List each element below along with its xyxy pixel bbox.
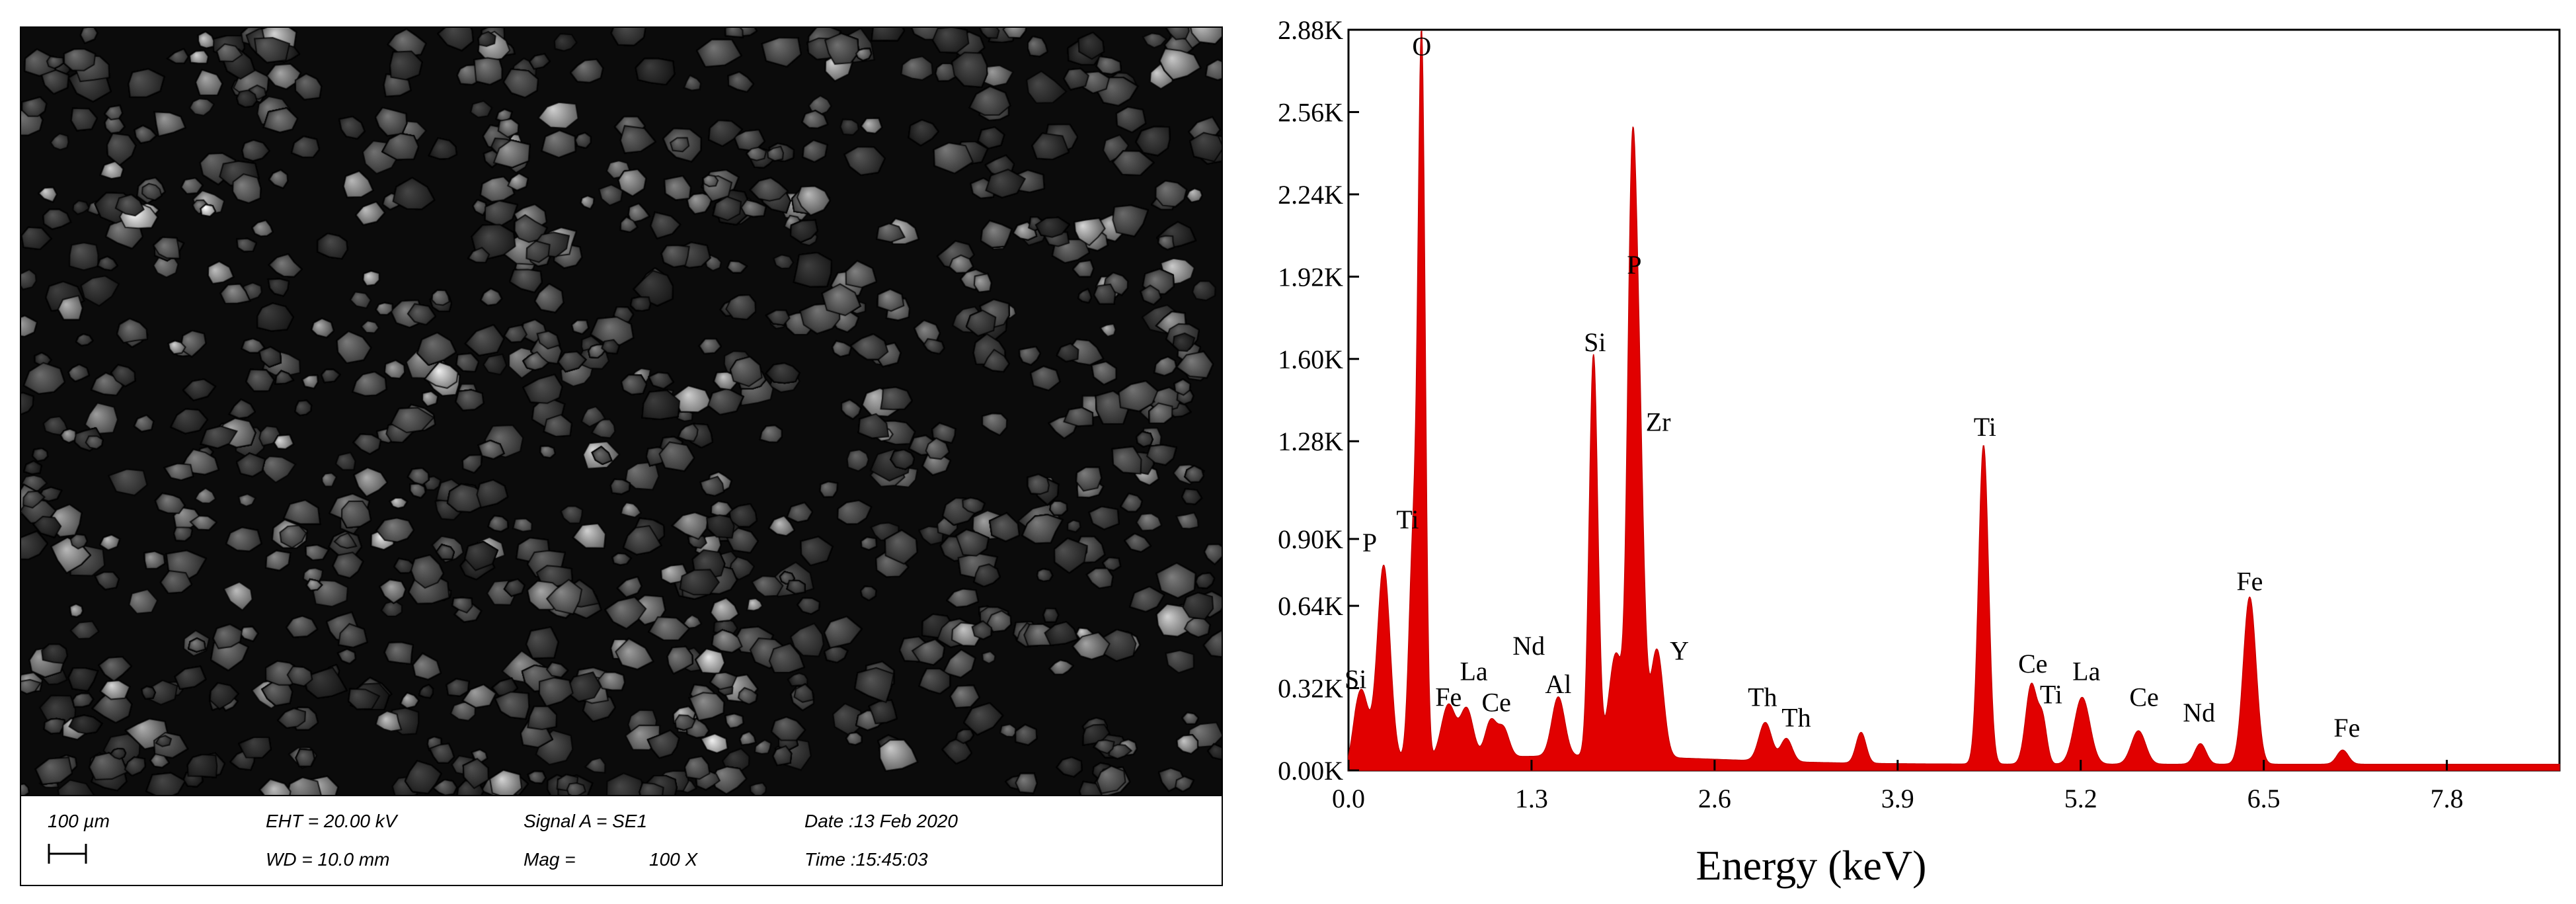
- y-tick-label: 0.90K: [1278, 524, 1343, 554]
- peak-label-ti: Ti: [1974, 412, 1996, 442]
- peak-label-fe: Fe: [2236, 567, 2263, 596]
- peak-label-ti: Ti: [2040, 680, 2062, 710]
- wd-label: WD = 10.0 mm: [266, 849, 390, 870]
- peak-label-th: Th: [1748, 682, 1777, 712]
- sem-micrograph-image: [21, 28, 1222, 795]
- peak-label-si: Si: [1584, 327, 1606, 357]
- peak-label-la: La: [1460, 657, 1487, 686]
- peak-label-ce: Ce: [2129, 682, 2158, 712]
- peak-label-p: P: [1627, 250, 1641, 280]
- peak-label-p: P: [1362, 528, 1377, 557]
- mag-label: Mag =: [524, 849, 576, 870]
- peak-label-la: La: [2072, 657, 2100, 686]
- x-tick-label: 7.8: [2431, 784, 2464, 813]
- x-tick-label: 0.0: [1332, 784, 1365, 813]
- peak-label-nd: Nd: [2183, 698, 2215, 727]
- y-tick-label: 0.32K: [1278, 674, 1343, 704]
- y-tick-label: 2.24K: [1278, 180, 1343, 210]
- spectrum-area: [1348, 30, 2560, 771]
- peak-label-al: Al: [1545, 669, 1571, 699]
- peak-label-si: Si: [1345, 664, 1366, 694]
- mag-value: 100 X: [649, 849, 698, 870]
- peak-label-o: O: [1412, 32, 1431, 62]
- peak-label-th: Th: [1781, 703, 1811, 733]
- x-tick-label: 1.3: [1515, 784, 1548, 813]
- date-label: Date :13 Feb 2020: [804, 811, 958, 831]
- time-label: Time :15:45:03: [804, 849, 928, 870]
- y-tick-label: 1.60K: [1278, 345, 1343, 374]
- scale-label: 100 µm: [48, 811, 110, 831]
- y-tick-label: 0.00K: [1278, 756, 1343, 786]
- scale-bar-icon: [48, 844, 87, 864]
- y-tick-label: 1.28K: [1278, 427, 1343, 456]
- peak-label-ce: Ce: [2018, 649, 2047, 678]
- x-tick-label: 5.2: [2064, 784, 2097, 813]
- plot-frame: [1347, 28, 2561, 772]
- x-tick-label: 3.9: [1881, 784, 1914, 813]
- sem-info-bar: 100 µm EHT = 20.00 kV WD = 10.0 mm Signa…: [21, 795, 1222, 885]
- signal-label: Signal A = SE1: [524, 811, 648, 831]
- x-tick-label: 6.5: [2247, 784, 2281, 813]
- eds-spectrum-chart: 0.00K 0.32K 0.64K 0.90K 1.28K 1.60K 1.92K 2.24K…: [1278, 15, 2561, 889]
- sem-micrograph-panel: 100 µm EHT = 20.00 kV WD = 10.0 mm Signa…: [20, 26, 1223, 886]
- peak-label-nd: Nd: [1512, 631, 1545, 661]
- peak-label-ti: Ti: [1396, 505, 1419, 534]
- x-tick-label: 2.6: [1698, 784, 1731, 813]
- y-tick-label: 2.88K: [1278, 15, 1343, 45]
- eht-label: EHT = 20.00 kV: [266, 811, 397, 831]
- peak-label-ce: Ce: [1481, 687, 1510, 717]
- y-tick-label: 1.92K: [1278, 262, 1343, 292]
- peak-label-fe: Fe: [1435, 682, 1462, 712]
- x-axis-label: Energy (keV): [1696, 842, 1927, 889]
- y-tick-label: 0.64K: [1278, 591, 1343, 621]
- y-tick-label: 2.56K: [1278, 97, 1343, 127]
- peak-label-zr: Zr: [1646, 407, 1671, 436]
- peak-label-y: Y: [1670, 636, 1689, 666]
- peak-label-fe: Fe: [2333, 713, 2360, 743]
